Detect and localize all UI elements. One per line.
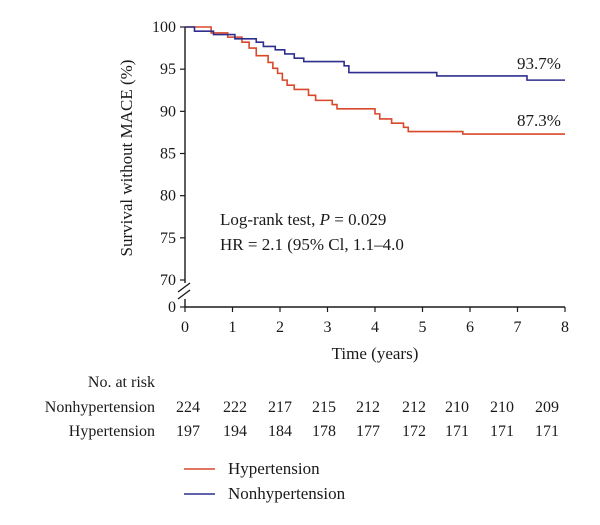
nonhypertension-final-label: 93.7% [517,54,561,73]
risk-cell: 194 [223,423,247,440]
legend-label-hypertension: Hypertension [228,459,320,478]
risk-cell: 215 [312,399,336,416]
logrank-annotation: Log-rank test, P = 0.029 [220,210,386,229]
risk-cell: 217 [268,399,292,416]
y-axis-label: Survival without MACE (%) [117,60,136,257]
risk-cell: 210 [445,399,469,416]
risk-cell: 171 [490,423,514,440]
y-tick-label: 75 [160,230,176,247]
risk-row-label: Nonhypertension [45,399,155,416]
legend: Hypertension Nonhypertension [184,459,346,503]
y-tick-label: 100 [152,19,176,36]
risk-cell: 172 [402,423,426,440]
hazard-ratio-annotation: HR = 2.1 (95% Cl, 1.1–4.0 [220,235,404,254]
logrank-value: = 0.029 [330,210,386,229]
x-tick-label: 0 [181,319,189,336]
y-break-mark [177,289,191,300]
risk-cell: 222 [223,399,247,416]
series-lines [185,26,565,135]
risk-row-label: Hypertension [69,423,155,440]
y-tick-label: 90 [160,103,176,120]
risk-cell: 197 [176,423,200,440]
logrank-prefix: Log-rank test, [220,210,320,229]
x-tick-label: 6 [466,319,474,336]
x-tick-label: 1 [229,319,237,336]
risk-table: No. at risk Nonhypertension 224 222 217 215 21… [45,374,559,440]
x-tick-label: 7 [514,319,522,336]
y-break-mark [177,282,191,293]
axes: 70 75 80 85 90 95 100 00 1 2 3 4 5 6 7 8 [152,19,569,336]
nonhypertension-survival-line [185,26,565,81]
risk-cell: 209 [535,399,559,416]
x-tick-label: 3 [324,319,332,336]
y-tick-label: 85 [160,146,176,163]
risk-cell: 177 [356,423,380,440]
risk-cell: 184 [268,423,292,440]
y-tick-label: 70 [160,272,176,289]
x-tick-label: 8 [561,319,569,336]
hypertension-survival-line [185,26,565,135]
legend-label-nonhypertension: Nonhypertension [228,484,346,503]
y-tick-label: 0 [168,299,176,316]
risk-cell: 171 [445,423,469,440]
x-tick-label: 2 [276,319,284,336]
x-axis-label: Time (years) [332,344,419,363]
risk-table-title: No. at risk [88,374,155,391]
risk-cell: 212 [402,399,426,416]
risk-cell: 178 [312,423,336,440]
x-tick-label: 4 [371,319,379,336]
x-tick-label: 5 [419,319,427,336]
y-tick-label: 80 [160,188,176,205]
risk-cell: 212 [356,399,380,416]
risk-cell: 171 [535,423,559,440]
logrank-p: P [319,210,330,229]
y-tick-label: 95 [160,61,176,78]
risk-cell: 224 [176,399,200,416]
risk-cell: 210 [490,399,514,416]
hypertension-final-label: 87.3% [517,111,561,130]
